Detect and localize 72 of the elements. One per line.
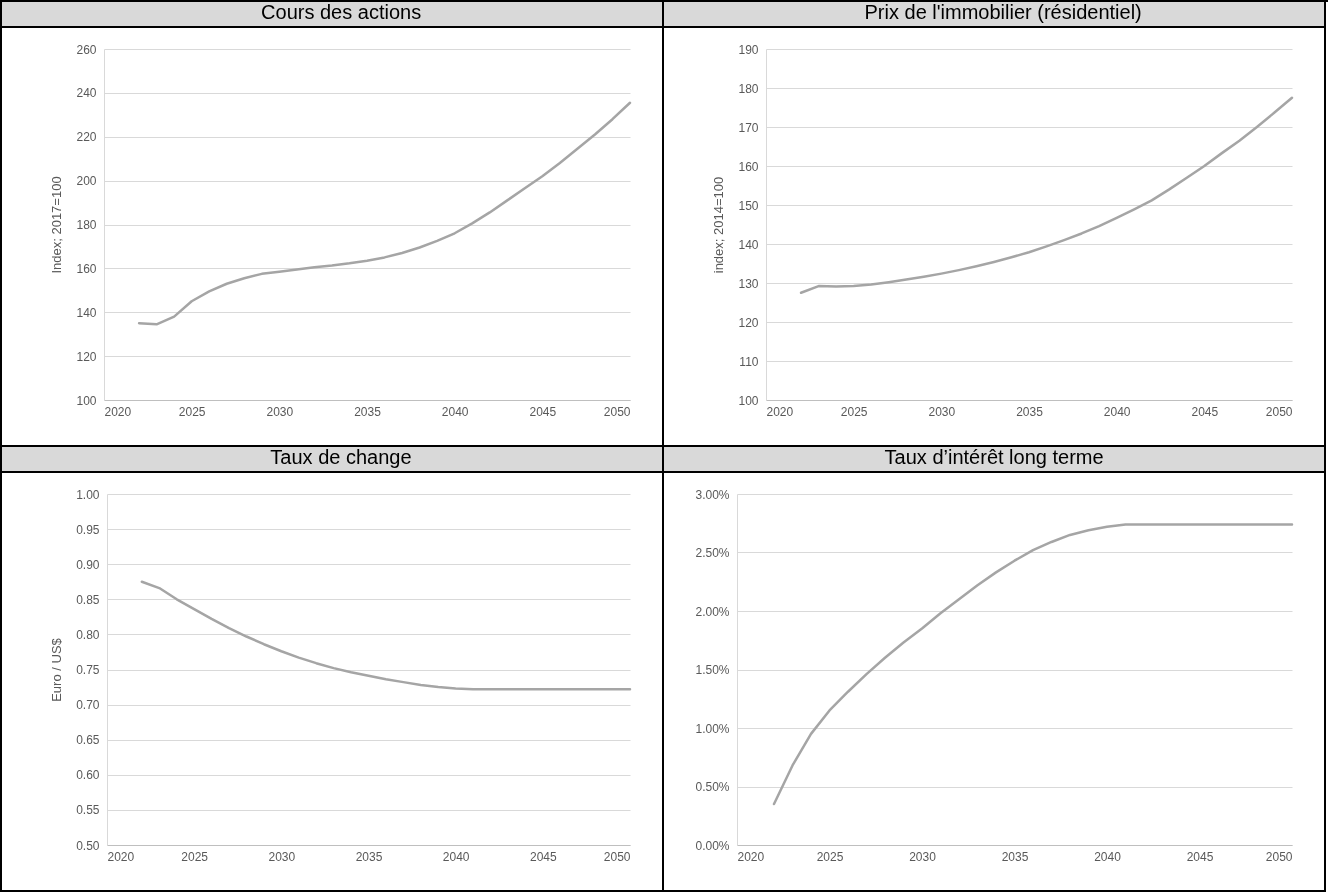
y-tick-label: 180	[76, 218, 97, 232]
x-tick-label: 2040	[442, 849, 470, 864]
y-tick-label: 140	[76, 305, 97, 320]
x-tick-label: 2025	[816, 849, 844, 864]
x-tick-label: 2035	[1016, 404, 1044, 419]
y-tick-label: 160	[76, 261, 97, 276]
x-tick-label: 2025	[178, 404, 206, 419]
x-tick-label: 2040	[1094, 849, 1122, 864]
y-tick-label: 180	[738, 81, 759, 96]
y-tick-label: 170	[738, 120, 759, 135]
y-tick-label: 140	[738, 237, 759, 252]
x-tick-label: 2050	[603, 404, 631, 419]
y-tick-label: 0.75	[76, 663, 100, 677]
y-tick-label: 0.00%	[695, 838, 730, 853]
x-tick-label: 2045	[529, 404, 557, 419]
x-tick-label: 2020	[104, 404, 132, 419]
x-tick-label: 2045	[1186, 849, 1214, 864]
x-tick-label: 2040	[1103, 404, 1131, 419]
y-tick-label: 120	[76, 349, 97, 364]
x-tick-label: 2020	[737, 849, 765, 864]
y-tick-label: 0.95	[76, 522, 100, 537]
chart-title: Cours des actions	[261, 1, 422, 23]
y-tick-label: 130	[738, 276, 759, 291]
y-tick-label: 0.50	[76, 838, 100, 853]
y-tick-label: 2.50%	[695, 546, 730, 560]
y-tick-label: 120	[738, 315, 759, 330]
x-tick-label: 2050	[603, 849, 631, 864]
x-tick-label: 2035	[355, 849, 383, 864]
y-tick-label: 150	[738, 198, 759, 213]
x-tick-label: 2030	[268, 849, 296, 864]
y-tick-label: 0.55	[76, 803, 100, 818]
y-tick-label: 3.00%	[695, 487, 730, 502]
y-tick-label: 110	[739, 354, 759, 369]
y-tick-label: 0.65	[76, 733, 100, 748]
chart-title: Taux d’intérêt long terme	[884, 446, 1104, 468]
y-tick-label: 0.80	[76, 627, 100, 642]
y-axis-title: Index; 2017=100	[49, 176, 65, 274]
y-tick-label: 100	[738, 393, 759, 408]
x-tick-label: 2020	[107, 849, 135, 864]
x-tick-label: 2050	[1265, 404, 1293, 419]
x-tick-label: 2045	[529, 849, 557, 864]
x-tick-label: 2020	[766, 404, 794, 419]
y-tick-label: 0.60	[76, 768, 100, 783]
y-tick-label: 1.00	[76, 487, 100, 502]
y-axis-title: index; 2014=100	[711, 176, 727, 274]
x-tick-label: 2030	[928, 404, 956, 419]
y-tick-label: 220	[76, 130, 97, 145]
y-tick-label: 0.50%	[695, 780, 730, 794]
chart-title: Prix de l'immobilier (résidentiel)	[864, 1, 1142, 23]
y-tick-label: 190	[738, 42, 759, 57]
x-tick-label: 2025	[840, 404, 868, 419]
y-tick-label: 0.70	[76, 698, 100, 713]
y-tick-label: 0.85	[76, 592, 100, 607]
y-tick-label: 1.50%	[695, 663, 730, 677]
x-tick-label: 2040	[441, 404, 469, 419]
y-tick-label: 2.00%	[695, 604, 730, 619]
x-tick-label: 2025	[181, 849, 209, 864]
y-tick-label: 160	[738, 159, 759, 174]
x-tick-label: 2035	[1001, 849, 1029, 864]
y-tick-label: 100	[76, 393, 97, 408]
y-tick-label: 1.00%	[695, 721, 730, 736]
x-tick-label: 2030	[266, 404, 294, 419]
y-tick-label: 240	[76, 86, 97, 101]
y-tick-label: 200	[76, 174, 97, 189]
chart-title: Taux de change	[270, 446, 412, 468]
y-axis-title: Euro / US$	[49, 637, 65, 702]
x-tick-label: 2045	[1191, 404, 1219, 419]
x-tick-label: 2050	[1265, 849, 1293, 864]
y-tick-label: 0.90	[76, 557, 100, 572]
x-tick-label: 2030	[909, 849, 937, 864]
x-tick-label: 2035	[354, 404, 382, 419]
y-tick-label: 260	[76, 42, 97, 57]
